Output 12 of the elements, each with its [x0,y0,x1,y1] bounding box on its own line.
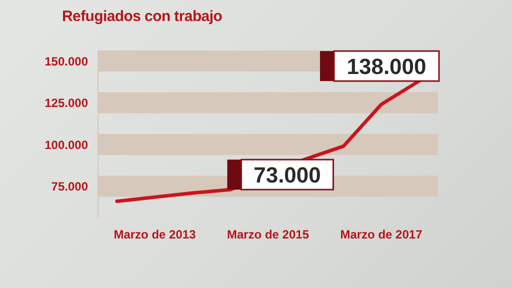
data-label: 73.000 [254,162,321,188]
value-callout: 73.000 [227,158,334,190]
value-callout: 138.000 [320,50,440,82]
x-tick-label: Marzo de 2013 [114,228,196,242]
x-tick-label: Marzo de 2017 [340,228,423,242]
y-tick-label: 100.000 [44,138,88,152]
data-label: 138.000 [346,54,426,80]
y-tick-label: 125.000 [44,96,88,110]
chart-title: Refugiados con trabajo [62,8,222,25]
x-tick-label: Marzo de 2015 [226,228,310,242]
y-tick-label: 150.000 [44,54,88,68]
y-tick-label: 75.000 [51,180,88,194]
